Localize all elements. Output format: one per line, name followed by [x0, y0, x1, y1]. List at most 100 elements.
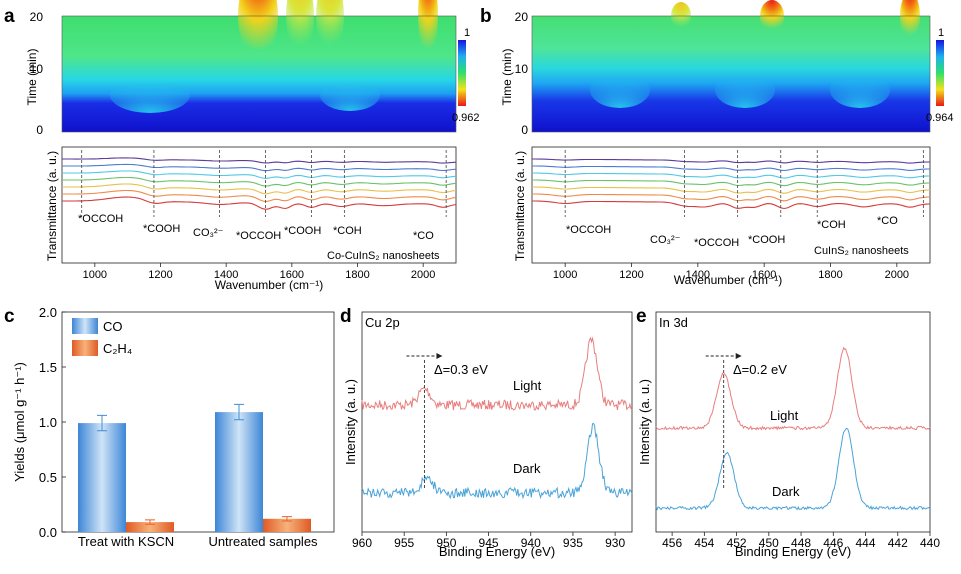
heatmap-a-ytick-0: 0	[36, 123, 43, 137]
ftir-a-xtick-label-1800: 1800	[345, 269, 369, 281]
xps-d-xtick-label-955: 955	[394, 536, 414, 550]
xps-e-xtick-label-446: 446	[823, 536, 843, 550]
legend-swatch-1	[72, 318, 98, 334]
panel-c: c 0.0 0.5 1.0 1.5 2.0 Treat with KSCN Untreate…	[4, 305, 335, 549]
ftir-b-peak-4: *COOH	[748, 234, 785, 246]
ftir-a-xtick-label-1200: 1200	[148, 269, 172, 281]
ftir-a-peak-7: *CO	[413, 230, 434, 242]
ftir-b-peak-3: *OCCOH	[694, 237, 739, 249]
ftir-b-spectrum-3	[532, 172, 931, 179]
panel-a: a 20 10 0 Time (min) 1 0.962 *OCCOH *COO…	[4, 0, 480, 292]
xps-e-xtick-label-442: 442	[888, 536, 908, 550]
ftir-a-xtick-label-1000: 1000	[83, 269, 107, 281]
error-bar-2-2	[282, 516, 292, 522]
panel-e: e In 3d 456 454 452 450 448 446 444 442 440 Δ=0.…	[636, 306, 940, 559]
xps-d-xtick-label-930: 930	[605, 536, 625, 550]
ftir-a-xaxis: 1000 1200 1400 1600 1800 2000	[83, 263, 435, 281]
ftir-b-xaxis: 1000 1200 1400 1600 1800 2000	[553, 263, 909, 281]
chart-c-category-1: Treat with KSCN	[78, 534, 174, 549]
panel-d-ylabel: Intensity (a. u.)	[343, 379, 358, 465]
heatmap-a-ytick-20: 20	[30, 10, 44, 24]
panel-a-label: a	[4, 6, 15, 27]
ftir-a: *OCCOH *COOH CO₃²⁻ *OCCOH *COOH *COH *CO…	[61, 146, 457, 264]
ftir-b-peak-lines	[564, 150, 924, 217]
ftir-b-xtick-label-1800: 1800	[818, 269, 842, 281]
xps-e-light-line	[655, 346, 931, 431]
ftir-b-sample: CuInS₂ nanosheets	[814, 245, 909, 257]
xps-d-xtick-label-945: 945	[479, 536, 499, 550]
panel-b-label: b	[480, 6, 492, 27]
ftir-a-peak-lines	[81, 150, 447, 217]
ftir-a-spectrum-4	[62, 176, 457, 187]
ftir-b-spectrum-2	[532, 165, 930, 172]
chart-c-ytick-label-2.0: 2.0	[39, 305, 57, 320]
heatmap-b-ytick-0: 0	[521, 123, 528, 137]
ftir-b-spectra	[532, 158, 931, 210]
error-bar-2-1	[145, 519, 155, 525]
bar-co-2	[215, 412, 263, 532]
colorbar-b	[936, 40, 944, 106]
panel-e-frame	[655, 311, 931, 533]
ftir-b-peak-2: CO₃²⁻	[650, 234, 681, 246]
panel-e-label: e	[636, 306, 647, 327]
legend-label-2: C₂H₄	[103, 341, 132, 356]
xps-d-arrowhead	[436, 353, 443, 359]
heatmap-b-ylabel: Time (min)	[500, 49, 514, 106]
panel-d-dark-label: Dark	[513, 461, 541, 476]
bar-ch-2	[263, 518, 311, 532]
legend-swatch-2	[72, 340, 98, 356]
ftir-b-spectrum-1	[532, 158, 930, 164]
ftir-a-peak-3: CO₃²⁻	[193, 227, 224, 239]
ftir-a-spectrum-1	[62, 157, 457, 164]
panel-c-label: c	[4, 306, 15, 327]
xps-e-xtick-label-444: 444	[856, 536, 876, 550]
xps-d-xtick-label-950: 950	[436, 536, 456, 550]
colorbar-a-max: 1	[464, 27, 470, 39]
ftir-b-xlabel: Wavenumber (cm⁻¹)	[674, 273, 783, 287]
colorbar-a-min: 0.962	[452, 112, 480, 124]
ftir-b-xtick-label-1000: 1000	[553, 269, 577, 281]
chart-c-ytick-label-1.5: 1.5	[39, 360, 57, 375]
heatmap-a-ylabel: Time (min)	[25, 49, 39, 106]
chart-c-ylabel: Yields (μmol g⁻¹ h⁻¹)	[12, 362, 27, 482]
xps-d-xtick-label-960: 960	[352, 536, 372, 550]
xps-e-xtick-label-454: 454	[694, 536, 714, 550]
panel-e-xlabel: Binding Energy (eV)	[735, 544, 851, 559]
panel-d-xlabel: Binding Energy (eV)	[439, 544, 555, 559]
xps-e-dark-line	[655, 427, 931, 511]
ftir-b-spectrum-4	[532, 179, 931, 187]
bar-co-1	[78, 423, 126, 532]
panel-d-title: Cu 2p	[365, 315, 400, 330]
xps-chart-d: 960 955 950 945 940 935 930	[352, 336, 633, 550]
panel-e-ylabel: Intensity (a. u.)	[637, 379, 652, 465]
panel-d-shift: Δ=0.3 eV	[434, 362, 488, 377]
ftir-b-xtick-label-1200: 1200	[619, 269, 643, 281]
ftir-b-ylabel: Transmittance (a. u.)	[513, 151, 527, 261]
ftir-a-spectrum-7	[62, 196, 457, 210]
ftir-a-peak-2: *COOH	[143, 223, 180, 235]
panel-b: b 20 10 0 Time (min) 1 0.964 *OCCOH CO₃²…	[480, 0, 954, 287]
ftir-a-spectrum-6	[62, 189, 457, 203]
xps-e-xtick-label-440: 440	[920, 536, 940, 550]
xps-chart-e: 456 454 452 450 448 446 444 442 440	[655, 346, 940, 550]
xps-d-xtick-label-935: 935	[563, 536, 583, 550]
ftir-b: *OCCOH CO₃²⁻ *OCCOH *COOH *COH *CO CuInS…	[531, 146, 931, 264]
ftir-a-xtick-label-1400: 1400	[214, 269, 238, 281]
chart-c-ytick-label-1.0: 1.0	[39, 415, 57, 430]
panel-e-shift: Δ=0.2 eV	[733, 362, 787, 377]
heatmap-a-ytick-10: 10	[30, 62, 44, 76]
ftir-b-peak-1: *OCCOH	[566, 224, 611, 236]
ftir-a-ylabel: Transmittance (a. u.)	[45, 151, 59, 261]
ftir-b-spectrum-7	[532, 200, 931, 210]
heatmap-b	[531, 0, 931, 133]
chart-c-category-2: Untreated samples	[208, 534, 318, 549]
ftir-a-spectrum-2	[62, 163, 457, 172]
heatmap-b-ytick-20: 20	[515, 10, 529, 24]
colorbar-b-max: 1	[938, 27, 944, 39]
panel-d: d Cu 2p 960 955 950 945 940 935 930 Δ=0.3 eV L…	[340, 306, 633, 559]
chart-c-ytick-label-0.5: 0.5	[39, 470, 57, 485]
heatmap-b-ytick-10: 10	[515, 62, 529, 76]
xps-d-dark-line	[361, 423, 633, 500]
panel-d-label: d	[340, 306, 352, 327]
